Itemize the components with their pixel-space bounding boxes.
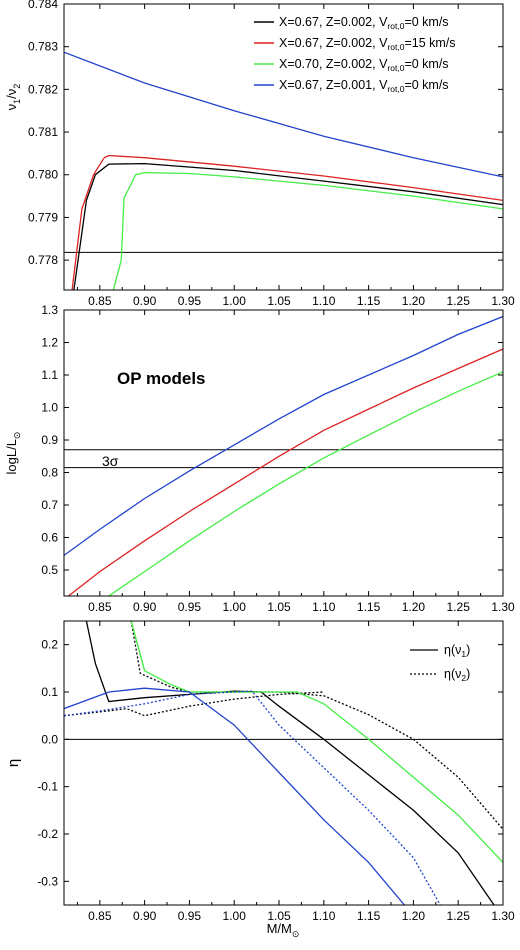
x-tick-label: 1.25	[447, 600, 471, 614]
plot-frame	[63, 620, 504, 906]
x-tick-label: 1.15	[357, 600, 381, 614]
y-tick-label: 1.1	[41, 368, 58, 382]
legend-entry: X=0.67, Z=0.002, Vrot,0=0 km/s	[279, 15, 449, 31]
legend-entry: X=0.70, Z=0.002, Vrot,0=0 km/s	[279, 57, 449, 73]
x-tick-label: 0.85	[88, 600, 112, 614]
x-tick-label: 0.95	[178, 909, 202, 923]
legend-entry: η(ν1)	[444, 643, 470, 659]
plot-frame	[63, 309, 504, 597]
x-axis-label: M/M⊙	[267, 921, 300, 939]
y-tick-label: 0.2	[41, 638, 58, 652]
series-line-red-2	[71, 154, 503, 290]
y-tick-label: 0.778	[28, 253, 58, 267]
x-tick-label: 1.00	[223, 294, 247, 308]
legend-entry: X=0.67, Z=0.002, Vrot,0=15 km/s	[279, 36, 456, 52]
series-line-green-3	[112, 171, 503, 290]
y-tick-label: 0.1	[41, 685, 58, 699]
series-line-green-dotted-5	[130, 621, 146, 671]
y-tick-label: 0.0	[41, 732, 58, 746]
x-tick-label: 0.85	[88, 909, 112, 923]
y-tick-label: 0.780	[28, 168, 58, 182]
y-tick-label: -0.2	[37, 827, 58, 841]
y-axis-label: ν1/ν2	[4, 84, 22, 111]
panel-1: 0.85 0.90 0.95 1.00 1.05 1.10 1.15 1.20 1.25 1.30…	[4, 0, 515, 308]
series-line-red-2	[68, 348, 503, 596]
x-tick-label: 1.30	[491, 600, 515, 614]
series-line-blue-dotted-7	[64, 690, 441, 905]
x-tick-label: 0.90	[133, 909, 157, 923]
y-tick-label: 0.784	[28, 0, 58, 11]
y-tick-label: 1.3	[41, 303, 58, 317]
x-tick-label: 1.20	[402, 909, 426, 923]
y-tick-label: 0.8	[41, 466, 58, 480]
series-line-green-3	[108, 371, 503, 596]
x-tick-label: 1.00	[223, 600, 247, 614]
x-tick-label: 1.05	[267, 909, 291, 923]
x-tick-label: 1.20	[402, 294, 426, 308]
y-tick-label: 0.782	[28, 82, 58, 96]
series-line-green-4	[130, 621, 503, 863]
y-tick-label: 0.7	[41, 498, 58, 512]
x-tick-label: 1.05	[267, 600, 291, 614]
x-tick-label: 1.25	[447, 294, 471, 308]
y-tick-label: 0.779	[28, 210, 58, 224]
y-tick-label: -0.1	[37, 780, 58, 794]
y-axis-label: logL/L⊙	[4, 432, 22, 475]
y-tick-label: 0.5	[41, 563, 58, 577]
plot-frame	[63, 3, 504, 291]
x-tick-label: 0.90	[133, 294, 157, 308]
legend-entry: X=0.67, Z=0.001, Vrot,0=0 km/s	[279, 78, 449, 94]
series-line-blue-6	[64, 687, 405, 905]
y-tick-label: 1.2	[41, 336, 58, 350]
series-line-black-1	[85, 621, 495, 905]
op-models-label: OP models	[117, 369, 206, 388]
y-tick-label: 0.6	[41, 531, 58, 545]
x-tick-label: 0.95	[178, 294, 202, 308]
x-tick-label: 1.30	[491, 294, 515, 308]
x-tick-label: 1.10	[312, 294, 336, 308]
x-tick-label: 1.30	[491, 909, 515, 923]
legend: X=0.67, Z=0.002, Vrot,0=0 km/s X=0.67, Z=…	[254, 15, 456, 94]
series-line-blue-4	[64, 51, 503, 178]
y-tick-label: 0.783	[28, 40, 58, 54]
x-tick-label: 1.20	[402, 600, 426, 614]
panel-3: 0.85 0.90 0.95 1.00 1.05 1.10 1.15 1.20 1.25 1.30…	[5, 620, 515, 923]
y-tick-label: 1.0	[41, 401, 58, 415]
legend-entry: η(ν2)	[444, 667, 470, 683]
series-line-blue-1	[64, 315, 503, 556]
panel-2: 0.85 0.90 0.95 1.00 1.05 1.10 1.15 1.20 1.25 1.30…	[4, 303, 515, 614]
x-tick-label: 1.10	[312, 600, 336, 614]
y-tick-label: 0.9	[41, 433, 58, 447]
x-tick-label: 1.00	[223, 909, 247, 923]
y-axis-label: η	[5, 759, 22, 767]
x-tick-label: 0.85	[88, 294, 112, 308]
y-tick-label: 0.781	[28, 125, 58, 139]
legend: η(ν1) η(ν2)	[410, 643, 470, 683]
x-tick-label: 1.15	[357, 294, 381, 308]
y-tick-label: -0.3	[37, 874, 58, 888]
x-tick-label: 0.90	[133, 600, 157, 614]
x-tick-label: 0.95	[178, 600, 202, 614]
series-line-black-dotted-3	[64, 691, 324, 717]
x-tick-label: 1.25	[447, 909, 471, 923]
sigma-label: 3σ	[102, 453, 119, 469]
series-line-black-1	[73, 162, 503, 290]
x-tick-label: 1.10	[312, 909, 336, 923]
x-tick-label: 1.05	[267, 294, 291, 308]
x-tick-label: 1.15	[357, 909, 381, 923]
